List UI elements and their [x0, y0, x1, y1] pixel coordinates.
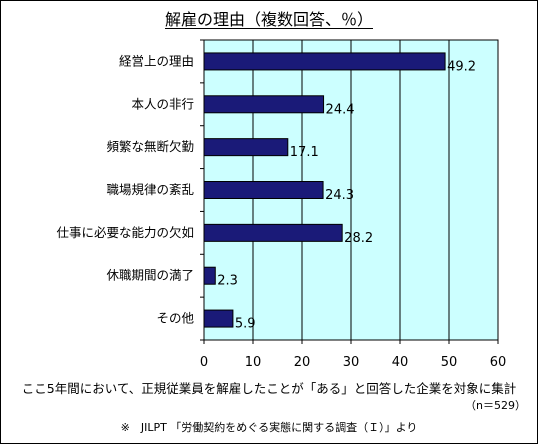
- category-label: 本人の非行: [131, 96, 194, 111]
- chart-title: 解雇の理由（複数回答、％）: [0, 6, 538, 30]
- value-label: 24.4: [326, 102, 355, 117]
- value-label: 28.2: [344, 231, 373, 246]
- x-tick-label: 60: [490, 355, 507, 370]
- value-label: 24.3: [325, 188, 354, 203]
- category-label: 頻繁な無断欠勤: [106, 139, 194, 154]
- value-label: 49.2: [447, 59, 476, 74]
- category-label: 仕事に必要な能力の欠如: [56, 225, 194, 240]
- value-label: 17.1: [290, 145, 319, 160]
- bar: [203, 138, 289, 157]
- sample-size-note: （n＝529）: [465, 399, 526, 412]
- x-tick-label: 50: [441, 355, 458, 370]
- bar: [203, 309, 234, 328]
- x-tick-label: 10: [245, 355, 262, 370]
- x-tick-label: 30: [343, 355, 360, 370]
- category-label: 休職期間の満了: [106, 268, 194, 283]
- bar: [203, 223, 343, 242]
- category-label: 経営上の理由: [119, 53, 194, 68]
- bar: [203, 95, 325, 114]
- source-note: ※ JILPT 「労働契約をめぐる実態に関する調査（Ｉ）」より: [120, 421, 418, 434]
- bar: [203, 52, 446, 71]
- chart-title-text: 解雇の理由（複数回答、％）: [164, 10, 373, 29]
- x-tick-label: 20: [294, 355, 311, 370]
- survey-note: ここ5年間において、正規従業員を解雇したことが「ある」と回答した企業を対象に集計: [21, 381, 517, 396]
- x-tick-label: 0: [200, 355, 208, 370]
- value-label: 2.3: [217, 274, 238, 289]
- category-label: 職場規律の紊乱: [106, 182, 194, 197]
- bar: [203, 181, 324, 199]
- x-tick-label: 40: [392, 355, 409, 370]
- category-label: その他: [156, 311, 194, 326]
- bar: [203, 266, 216, 285]
- value-label: 5.9: [235, 317, 256, 332]
